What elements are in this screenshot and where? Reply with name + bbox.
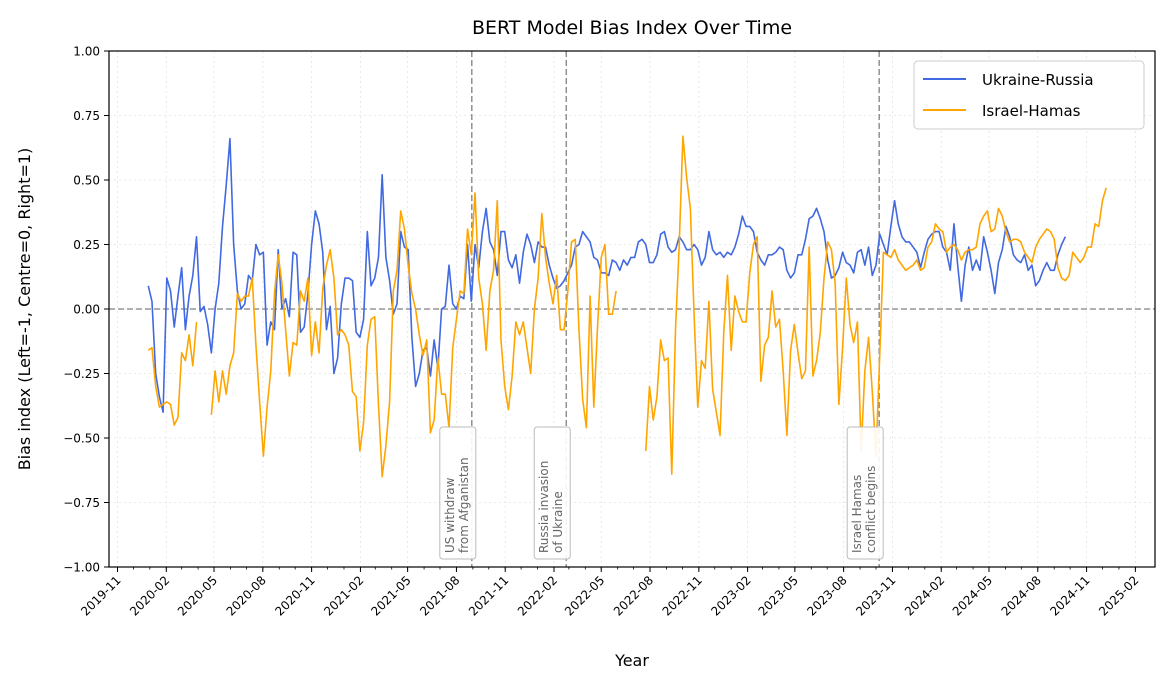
- event-labels: US withdraw from Afganistan Russia invasio…: [439, 426, 884, 560]
- y-tick-label: −1.00: [63, 561, 100, 575]
- y-tick-label: 0.00: [73, 303, 100, 317]
- y-axis-label: Bias index (Left=-1, Centre=0, Right=1): [15, 148, 34, 471]
- y-tick-label: 0.50: [73, 174, 100, 188]
- legend-box: [913, 60, 1145, 130]
- x-axis-label: Year: [614, 651, 649, 670]
- legend-label-ukraine-russia: Ukraine-Russia: [982, 71, 1094, 89]
- event-label-box: [439, 426, 477, 560]
- event-label-text: conflict begins: [864, 466, 878, 553]
- legend: Ukraine-Russia Israel-Hamas: [913, 60, 1145, 130]
- event-annotation: Israel Hamas conflict begins: [846, 426, 884, 560]
- y-axis: −1.00 −0.75 −0.50 −0.25 0.00 0.25 0.50 0.75 1.00: [63, 45, 109, 575]
- event-label-text: of Ukraine: [551, 491, 565, 553]
- event-annotation: Russia invasion of Ukraine: [533, 426, 571, 560]
- event-label-box: [533, 426, 571, 560]
- event-label-text: from Afganistan: [457, 457, 471, 553]
- legend-label-israel-hamas: Israel-Hamas: [982, 102, 1081, 120]
- event-label-text: Israel Hamas: [850, 475, 864, 553]
- event-annotation: US withdraw from Afganistan: [439, 426, 477, 560]
- y-tick-label: 0.75: [73, 109, 100, 123]
- y-tick-label: 1.00: [73, 45, 100, 59]
- event-label-text: US withdraw: [443, 477, 457, 553]
- y-tick-label: −0.50: [63, 432, 100, 446]
- y-tick-label: 0.25: [73, 238, 100, 252]
- chart-title: BERT Model Bias Index Over Time: [472, 17, 792, 39]
- event-label-box: [846, 426, 884, 560]
- y-tick-label: −0.25: [63, 367, 100, 381]
- event-label-text: Russia invasion: [537, 461, 551, 553]
- y-tick-label: −0.75: [63, 496, 100, 510]
